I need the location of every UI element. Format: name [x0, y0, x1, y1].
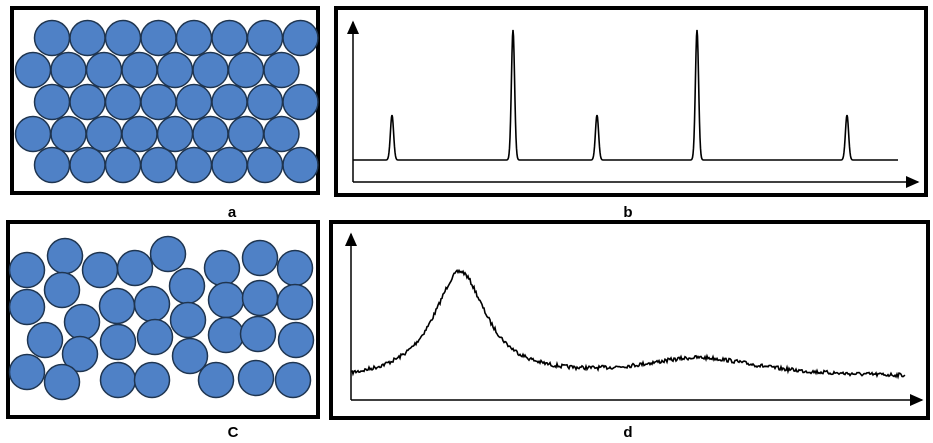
sharp-peaks-curve — [353, 30, 898, 160]
atom — [87, 117, 122, 152]
atom — [276, 363, 311, 398]
atom — [264, 117, 299, 152]
atom — [243, 281, 278, 316]
atom — [138, 320, 173, 355]
atom — [10, 253, 45, 288]
atom — [141, 148, 176, 183]
atom — [209, 318, 244, 353]
atom — [135, 287, 170, 322]
atom — [283, 85, 318, 120]
atom — [193, 117, 228, 152]
atom — [283, 148, 318, 183]
broad-hump-curve — [352, 270, 905, 377]
atom — [278, 251, 313, 286]
atom — [209, 283, 244, 318]
atom — [118, 251, 153, 286]
figure: a b C d — [0, 0, 933, 443]
atom — [10, 290, 45, 325]
atom — [158, 53, 193, 88]
atom — [122, 117, 157, 152]
panel-label: a — [228, 204, 237, 221]
amorphous-pattern-panel — [331, 222, 928, 418]
atom — [70, 85, 105, 120]
atom — [199, 363, 234, 398]
atom — [70, 148, 105, 183]
crystalline-panel — [12, 8, 318, 193]
atom — [35, 148, 70, 183]
amorphous-panel — [8, 222, 318, 417]
atom — [248, 148, 283, 183]
panel-label: C — [228, 424, 239, 441]
atom — [248, 85, 283, 120]
atom — [70, 21, 105, 56]
atom — [264, 53, 299, 88]
atom — [141, 21, 176, 56]
atom — [279, 323, 314, 358]
atom — [28, 323, 63, 358]
panel-frame — [336, 8, 926, 195]
panel-frame — [331, 222, 928, 418]
atom — [229, 53, 264, 88]
atom — [135, 363, 170, 398]
atom — [177, 85, 212, 120]
atom — [100, 289, 135, 324]
atom — [106, 21, 141, 56]
atom — [177, 21, 212, 56]
atom — [16, 117, 51, 152]
atom — [101, 325, 136, 360]
atom — [278, 285, 313, 320]
atom — [151, 237, 186, 272]
atom — [48, 239, 83, 274]
atom — [51, 117, 86, 152]
atom — [141, 85, 176, 120]
atom — [171, 303, 206, 338]
atom — [122, 53, 157, 88]
atom — [243, 241, 278, 276]
atom — [45, 273, 80, 308]
panel-label: b — [623, 204, 632, 221]
atom — [239, 361, 274, 396]
atom — [229, 117, 264, 152]
atom — [241, 317, 276, 352]
atom — [16, 53, 51, 88]
atom — [51, 53, 86, 88]
atom — [87, 53, 122, 88]
atom — [177, 148, 212, 183]
atom — [248, 21, 283, 56]
atom — [212, 21, 247, 56]
atom — [158, 117, 193, 152]
atom — [65, 305, 100, 340]
atom — [45, 365, 80, 400]
atom — [106, 148, 141, 183]
atom — [35, 21, 70, 56]
atom — [170, 269, 205, 304]
atom — [205, 251, 240, 286]
panel-label: d — [623, 424, 632, 441]
crystalline-pattern-panel — [336, 8, 926, 195]
atom — [83, 253, 118, 288]
atom — [106, 85, 141, 120]
atom — [212, 85, 247, 120]
atom — [283, 21, 318, 56]
atom — [212, 148, 247, 183]
atom — [10, 355, 45, 390]
atom — [193, 53, 228, 88]
atom — [101, 363, 136, 398]
atom — [35, 85, 70, 120]
